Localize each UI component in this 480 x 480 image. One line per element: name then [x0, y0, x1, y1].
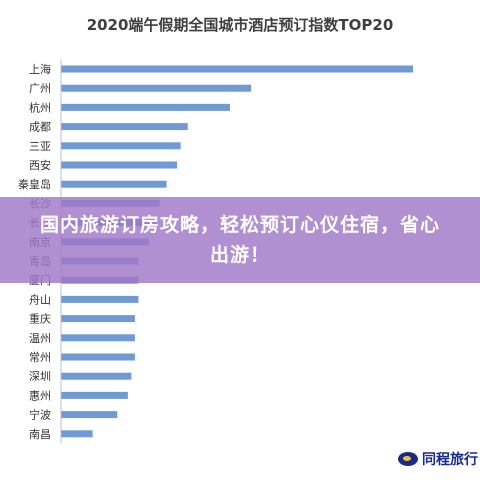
category-label: 常州	[29, 351, 51, 364]
category-label: 上海	[29, 62, 51, 76]
category-label: 舟山	[29, 292, 51, 306]
chart-title: 2020端午假期全国城市酒店预订指数TOP20	[86, 16, 394, 34]
category-label: 杭州	[29, 100, 51, 114]
bar	[61, 334, 135, 342]
category-label: 广州	[29, 82, 51, 95]
category-label: 温州	[29, 332, 51, 345]
category-label: 重庆	[29, 312, 51, 326]
category-label: 南昌	[29, 428, 51, 441]
bar	[61, 180, 167, 188]
category-label: 西安	[29, 158, 51, 172]
bar	[61, 65, 413, 73]
category-label: 成都	[29, 121, 51, 134]
promo-banner: 国内旅游订房攻略，轻松预订心仪住宿，省心出游！	[0, 197, 480, 283]
brand-logo-text: 同程旅行	[422, 452, 478, 468]
bar	[61, 372, 132, 380]
bar	[61, 84, 252, 92]
category-label: 秦皇岛	[18, 177, 51, 191]
brand-logo-icon	[398, 452, 418, 466]
bar	[61, 391, 128, 399]
bar	[61, 315, 135, 323]
bar	[61, 411, 118, 419]
bar	[61, 295, 139, 303]
category-label: 惠州	[29, 388, 51, 402]
category-label: 宁波	[29, 408, 51, 422]
category-label: 深圳	[29, 370, 51, 383]
bar	[61, 161, 178, 169]
brand-logo: 同程旅行	[398, 448, 478, 470]
bar	[61, 353, 135, 361]
bar	[61, 142, 181, 150]
promo-banner-text: 国内旅游订房攻略，轻松预订心仪住宿，省心出游！	[40, 214, 441, 266]
bar	[61, 430, 93, 438]
category-label: 三亚	[29, 140, 51, 153]
bar	[61, 123, 188, 131]
bar	[61, 103, 230, 111]
